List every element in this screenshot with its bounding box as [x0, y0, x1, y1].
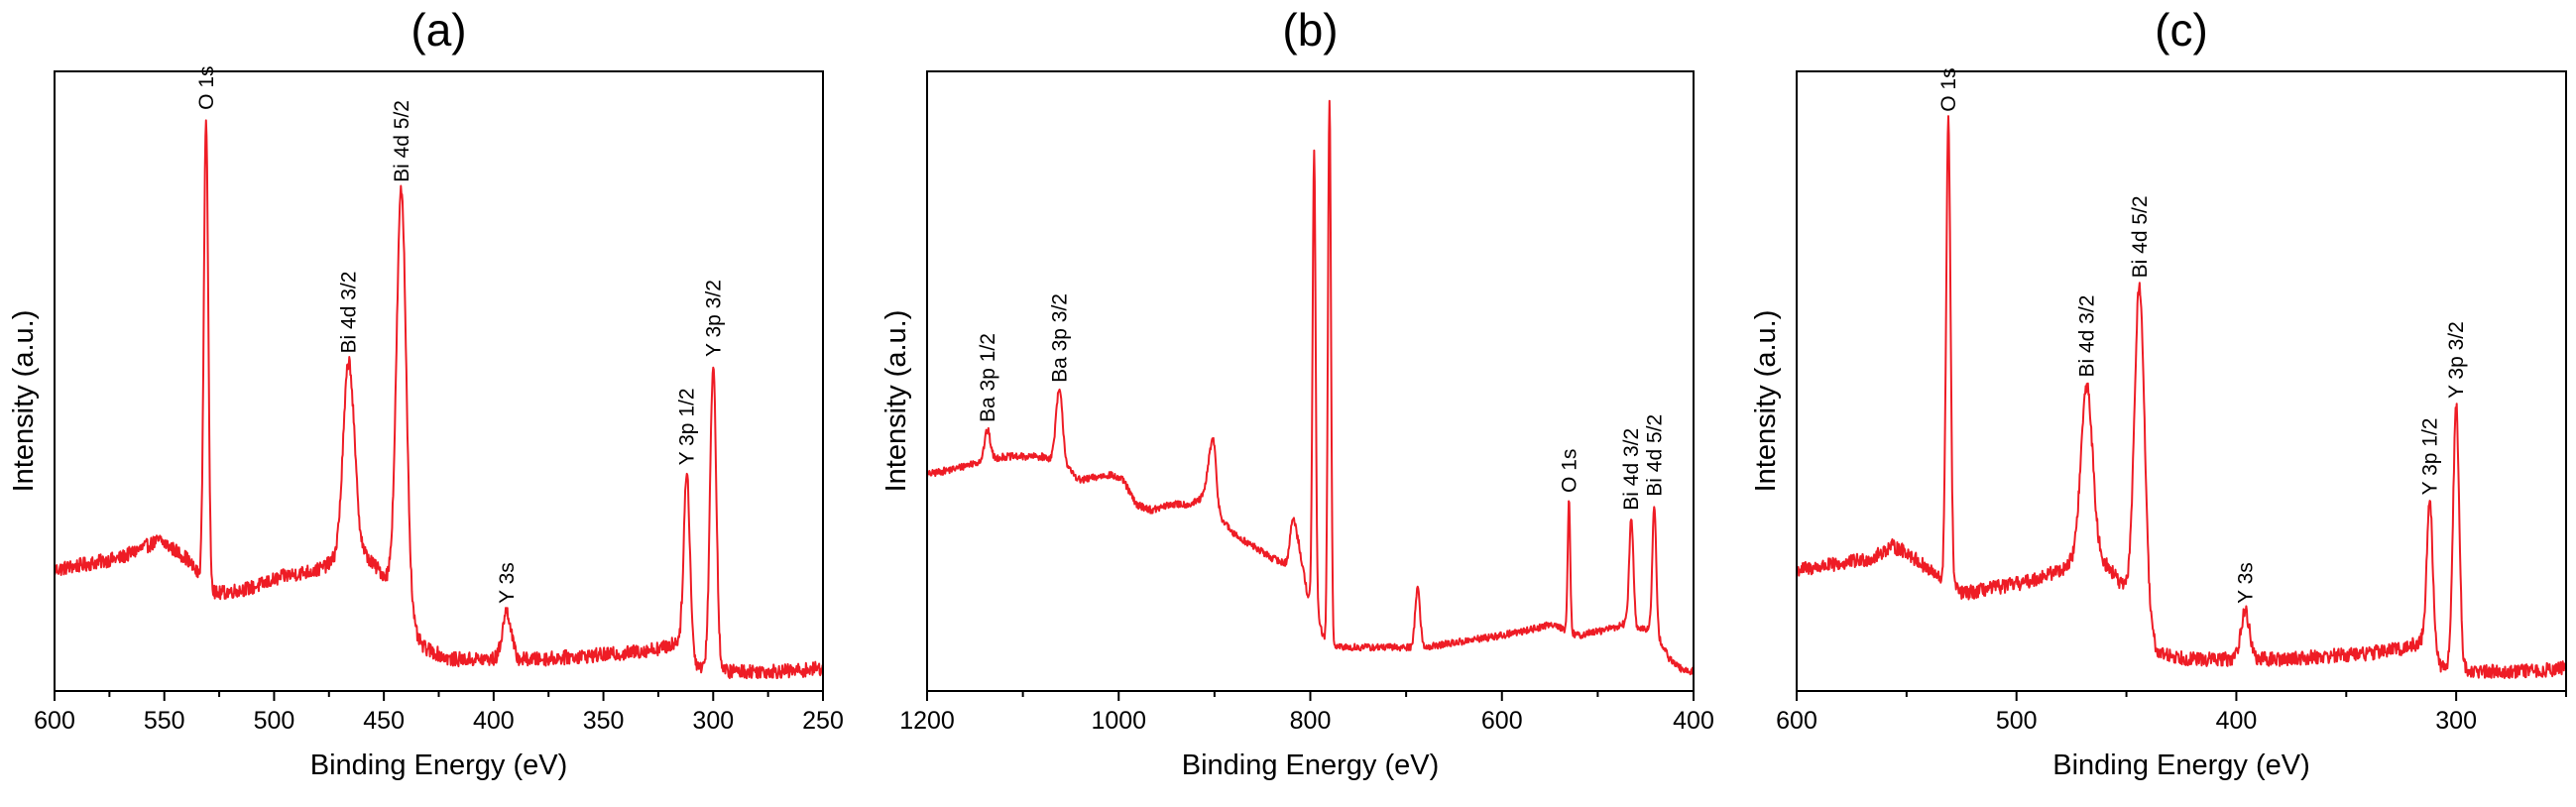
x-tick-label-b: 1200 [899, 707, 955, 735]
peak-label-a: Bi 4d 5/2 [391, 100, 413, 182]
chart-panel-a: (a) 600 550 500 450 400 350 300 250 Binding Energ… [8, 4, 844, 781]
x-tick-label-b: 600 [1481, 707, 1523, 735]
x-axis-title-a: Binding Energy (eV) [310, 749, 568, 781]
panel-title-c: (c) [2155, 4, 2208, 56]
x-tick-label-c: 400 [2216, 707, 2258, 735]
panel-title-a: (a) [410, 4, 466, 56]
peak-label-c: Y 3p 3/2 [2445, 321, 2468, 399]
x-tick-label-c: 600 [1776, 707, 1817, 735]
spectrum-line-a [54, 119, 824, 680]
x-tick-label-a: 350 [583, 707, 625, 735]
plot-frame-b [926, 70, 1695, 692]
x-tick-label-b: 400 [1673, 707, 1714, 735]
peak-label-a: O 1s [195, 65, 218, 109]
x-tick-label-a: 300 [692, 707, 734, 735]
chart-panel-c: (c) 600 500 400 300 Binding Energy (eV) Intens… [1750, 4, 2567, 781]
x-tick-label-a: 250 [802, 707, 844, 735]
x-tick-label-a: 450 [363, 707, 405, 735]
peak-label-a: Bi 4d 3/2 [338, 272, 361, 354]
peak-label-b: Bi 4d 5/2 [1643, 414, 1666, 497]
peak-label-b: Ba 3p 1/2 [977, 333, 999, 422]
x-tick-label-a: 500 [254, 707, 295, 735]
y-axis-title-c: Intensity (a.u.) [1750, 310, 1782, 493]
x-tick-label-a: 600 [34, 707, 75, 735]
peak-label-c: Y 3s [2234, 562, 2257, 604]
plot-frame-c [1796, 70, 2567, 692]
panel-title-b: (b) [1282, 4, 1338, 56]
x-axis-title-b: Binding Energy (eV) [1182, 749, 1440, 781]
peak-label-b: Ba 3p 3/2 [1048, 293, 1071, 383]
x-tick-label-a: 550 [144, 707, 185, 735]
x-tick-label-a: 400 [473, 707, 515, 735]
peak-label-b: O 1s [1558, 449, 1581, 493]
x-tick-label-c: 500 [1996, 707, 2038, 735]
x-tick-label-c: 300 [2435, 707, 2477, 735]
peak-label-a: Y 3p 3/2 [702, 280, 725, 357]
peak-label-a: Y 3p 1/2 [676, 388, 699, 465]
peak-label-c: O 1s [1937, 67, 1960, 111]
spectrum-line-c [1796, 115, 2567, 679]
x-axis-title-c: Binding Energy (eV) [2052, 749, 2310, 781]
x-tick-label-b: 800 [1290, 707, 1332, 735]
x-tick-label-b: 1000 [1091, 707, 1146, 735]
spectrum-line-b [926, 99, 1695, 676]
peak-label-a: Y 3s [496, 562, 519, 604]
y-axis-title-b: Intensity (a.u.) [880, 310, 912, 493]
peak-label-c: Bi 4d 3/2 [2076, 295, 2099, 378]
peak-label-b: Bi 4d 3/2 [1620, 428, 1643, 511]
peak-label-c: Y 3p 1/2 [2419, 418, 2442, 496]
peak-label-c: Bi 4d 5/2 [2129, 195, 2152, 278]
y-axis-title-a: Intensity (a.u.) [8, 310, 40, 493]
chart-panel-b: (b) 1200 1000 800 600 400 Binding Energy (eV) I… [880, 4, 1714, 781]
